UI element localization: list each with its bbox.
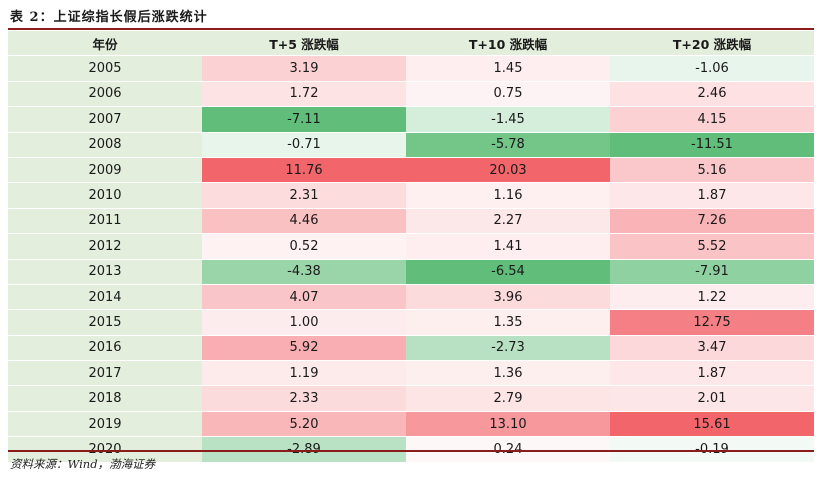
year-cell: 2020 bbox=[8, 436, 202, 462]
t10-cell: 20.03 bbox=[406, 156, 610, 183]
t20-cell: 7.26 bbox=[610, 207, 814, 234]
t5-cell: -0.71 bbox=[202, 131, 406, 158]
t10-cell: 1.41 bbox=[406, 233, 610, 260]
table-row: 2011 4.46 2.27 7.26 bbox=[8, 207, 814, 234]
table-row: 2012 0.52 1.41 5.52 bbox=[8, 233, 814, 260]
t10-cell: 1.36 bbox=[406, 360, 610, 386]
year-cell: 2019 bbox=[8, 410, 202, 437]
table-row: 2014 4.07 3.96 1.22 bbox=[8, 283, 814, 310]
table-title: 表 2：上证综指长假后涨跌统计 bbox=[10, 10, 208, 25]
header-year: 年份 bbox=[8, 31, 202, 56]
table-row: 2016 5.92 -2.73 3.47 bbox=[8, 334, 814, 361]
header-t20: T+20 涨跌幅 bbox=[610, 31, 814, 56]
table-row: 2013 -4.38 -6.54 -7.91 bbox=[8, 258, 814, 285]
table-row: 2017 1.19 1.36 1.87 bbox=[8, 360, 814, 386]
year-cell: 2013 bbox=[8, 258, 202, 285]
t5-cell: 0.52 bbox=[202, 233, 406, 260]
year-cell: 2010 bbox=[8, 182, 202, 209]
t20-cell: 1.87 bbox=[610, 182, 814, 209]
table-row: 2015 1.00 1.35 12.75 bbox=[8, 309, 814, 336]
year-cell: 2007 bbox=[8, 106, 202, 133]
t5-cell: 4.46 bbox=[202, 207, 406, 234]
t20-cell: 15.61 bbox=[610, 410, 814, 437]
t5-cell: 2.31 bbox=[202, 182, 406, 209]
t5-cell: 11.76 bbox=[202, 156, 406, 183]
t5-cell: -7.11 bbox=[202, 106, 406, 133]
t10-cell: -1.45 bbox=[406, 106, 610, 133]
t10-cell: -2.73 bbox=[406, 334, 610, 361]
year-cell: 2015 bbox=[8, 309, 202, 336]
t20-cell: 2.01 bbox=[610, 385, 814, 412]
t10-cell: -5.78 bbox=[406, 131, 610, 158]
t10-cell: 0.24 bbox=[406, 436, 610, 462]
year-cell: 2017 bbox=[8, 360, 202, 386]
table-row: 2019 5.20 13.10 15.61 bbox=[8, 410, 814, 437]
table-body: 2005 3.19 1.45 -1.06 2006 1.72 0.75 2.46 2007 -7.… bbox=[8, 55, 814, 462]
t20-cell: -0.19 bbox=[610, 436, 814, 462]
t20-cell: -11.51 bbox=[610, 131, 814, 158]
stats-table: 年份 T+5 涨跌幅 T+10 涨跌幅 T+20 涨跌幅 2005 3.19 1.4… bbox=[8, 31, 814, 462]
table-row: 2020-2.890.24-0.19 bbox=[8, 436, 814, 462]
year-cell: 2014 bbox=[8, 283, 202, 310]
year-cell: 2009 bbox=[8, 156, 202, 183]
year-cell: 2005 bbox=[8, 55, 202, 82]
t5-cell: 4.07 bbox=[202, 283, 406, 310]
t10-cell: 1.45 bbox=[406, 55, 610, 82]
bottom-rule bbox=[8, 450, 814, 452]
t10-cell: 13.10 bbox=[406, 410, 610, 437]
year-cell: 2016 bbox=[8, 334, 202, 361]
t20-cell: 5.16 bbox=[610, 156, 814, 183]
t20-cell: 5.52 bbox=[610, 233, 814, 260]
t5-cell: 5.92 bbox=[202, 334, 406, 361]
t10-cell: 1.16 bbox=[406, 182, 610, 209]
t5-cell: 1.19 bbox=[202, 360, 406, 386]
year-cell: 2006 bbox=[8, 80, 202, 107]
header-row: 年份 T+5 涨跌幅 T+10 涨跌幅 T+20 涨跌幅 bbox=[8, 31, 814, 56]
t10-cell: 0.75 bbox=[406, 80, 610, 107]
table-row: 2018 2.33 2.79 2.01 bbox=[8, 385, 814, 412]
top-rule bbox=[8, 28, 814, 30]
t20-cell: -1.06 bbox=[610, 55, 814, 82]
t5-cell: 3.19 bbox=[202, 55, 406, 82]
source-note: 资料来源：Wind，渤海证券 bbox=[10, 457, 156, 471]
table-row: 2009 11.76 20.03 5.16 bbox=[8, 156, 814, 183]
table-row: 2006 1.72 0.75 2.46 bbox=[8, 80, 814, 107]
t5-cell: 1.00 bbox=[202, 309, 406, 336]
t5-cell: -4.38 bbox=[202, 258, 406, 285]
t20-cell: 2.46 bbox=[610, 80, 814, 107]
t5-cell: 2.33 bbox=[202, 385, 406, 412]
t10-cell: 1.35 bbox=[406, 309, 610, 336]
t20-cell: 1.22 bbox=[610, 283, 814, 310]
year-cell: 2012 bbox=[8, 233, 202, 260]
t10-cell: -6.54 bbox=[406, 258, 610, 285]
t20-cell: 1.87 bbox=[610, 360, 814, 386]
t10-cell: 2.79 bbox=[406, 385, 610, 412]
table-row: 2010 2.31 1.16 1.87 bbox=[8, 182, 814, 209]
year-cell: 2018 bbox=[8, 385, 202, 412]
table-row: 2005 3.19 1.45 -1.06 bbox=[8, 55, 814, 82]
header-t10: T+10 涨跌幅 bbox=[406, 31, 610, 56]
t5-cell: 5.20 bbox=[202, 410, 406, 437]
t20-cell: 3.47 bbox=[610, 334, 814, 361]
t20-cell: -7.91 bbox=[610, 258, 814, 285]
t20-cell: 12.75 bbox=[610, 309, 814, 336]
t5-cell: -2.89 bbox=[202, 436, 406, 462]
year-cell: 2008 bbox=[8, 131, 202, 158]
year-cell: 2011 bbox=[8, 207, 202, 234]
table-row: 2007 -7.11 -1.45 4.15 bbox=[8, 106, 814, 133]
t20-cell: 4.15 bbox=[610, 106, 814, 133]
table-row: 2008 -0.71 -5.78 -11.51 bbox=[8, 131, 814, 158]
t5-cell: 1.72 bbox=[202, 80, 406, 107]
header-t5: T+5 涨跌幅 bbox=[202, 31, 406, 56]
t10-cell: 3.96 bbox=[406, 283, 610, 310]
t10-cell: 2.27 bbox=[406, 207, 610, 234]
